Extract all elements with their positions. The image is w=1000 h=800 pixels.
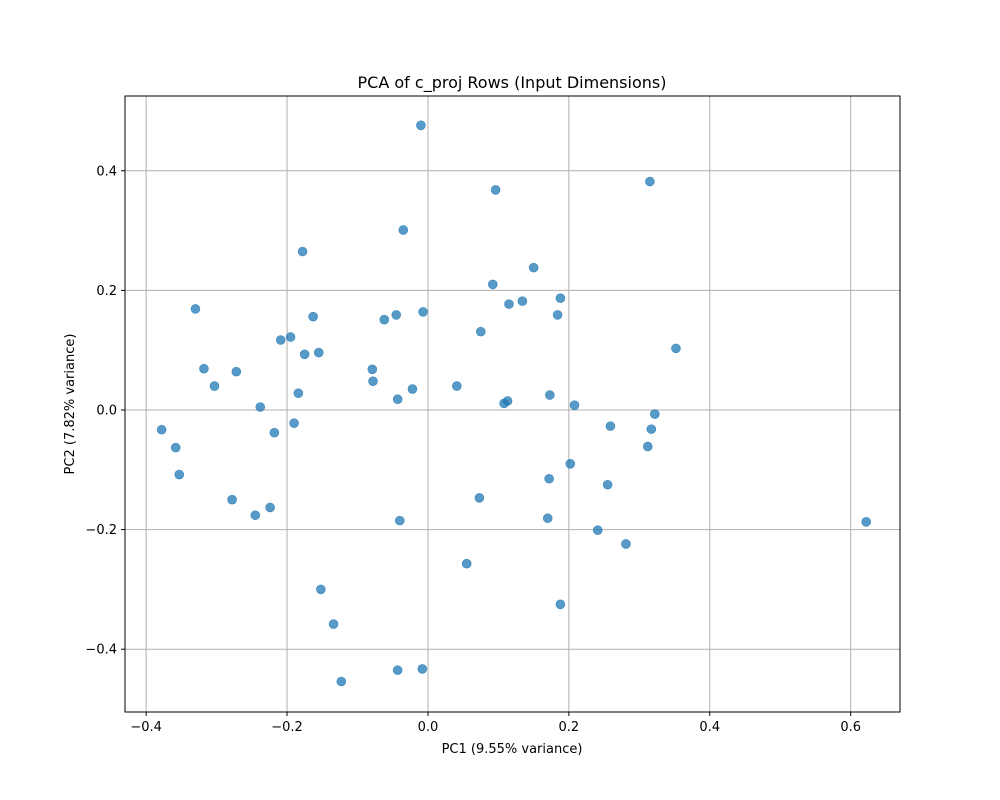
scatter-point <box>392 665 403 675</box>
scatter-point <box>555 293 566 303</box>
scatter-point <box>293 388 304 399</box>
scatter-point <box>308 311 318 322</box>
scatter-point <box>398 225 409 235</box>
scatter-point <box>407 384 418 394</box>
x-tick-label: 0.2 <box>559 720 580 735</box>
scatter-point <box>250 510 261 521</box>
scatter-point <box>461 558 472 569</box>
scatter-point <box>642 441 653 452</box>
scatter-point <box>297 246 308 257</box>
scatter-point <box>170 442 181 453</box>
scatter-point <box>544 473 554 484</box>
scatter-point <box>861 517 871 527</box>
scatter-point <box>565 459 576 469</box>
scatter-point <box>269 427 280 438</box>
scatter-point <box>499 398 509 409</box>
scatter-point <box>313 347 324 358</box>
scatter-point <box>528 262 539 273</box>
scatter-point <box>504 299 514 309</box>
scatter-point <box>417 664 428 674</box>
scatter-point <box>646 424 657 434</box>
x-tick-label: −0.4 <box>130 720 162 735</box>
scatter-point <box>190 304 201 314</box>
scatter-point <box>650 409 660 419</box>
x-tick-label: 0.6 <box>840 720 861 735</box>
scatter-point <box>394 515 405 526</box>
scatter-point <box>368 376 378 387</box>
scatter-point <box>490 185 501 195</box>
scatter-point <box>474 493 485 503</box>
plot-area-frame <box>124 95 901 713</box>
x-tick-label: −0.2 <box>271 720 303 735</box>
scatter-point <box>569 400 580 410</box>
scatter-point <box>299 349 310 360</box>
scatter-point <box>156 424 167 435</box>
y-tick-label: −0.4 <box>85 643 117 658</box>
scatter-point <box>621 539 631 549</box>
scatter-point <box>367 364 378 375</box>
y-axis-ticks: −0.4 −0.2 0.0 0.2 0.4 <box>85 164 125 658</box>
y-axis-label: PC2 (7.82% variance) <box>63 334 78 475</box>
scatter-point <box>209 381 220 391</box>
scatter-point <box>231 366 242 377</box>
scatter-point <box>671 343 681 354</box>
y-tick-label: 0.4 <box>96 164 117 179</box>
scatter-point <box>475 326 486 337</box>
scatter-point <box>452 381 462 391</box>
x-tick-label: 0.0 <box>418 720 439 735</box>
scatter-point <box>602 479 613 490</box>
x-axis-label: PC1 (9.55% variance) <box>442 742 583 757</box>
scatter-point <box>392 394 403 405</box>
scatter-point <box>316 584 326 595</box>
y-tick-label: 0.2 <box>96 284 117 299</box>
scatter-point <box>255 402 266 412</box>
scatter-point <box>555 599 566 610</box>
y-tick-label: 0.0 <box>96 403 117 418</box>
grid-lines <box>125 96 900 712</box>
scatter-point <box>487 279 498 290</box>
scatter-point <box>379 314 390 325</box>
scatter-point <box>199 363 209 374</box>
scatter-point <box>289 418 299 428</box>
x-tick-label: 0.4 <box>699 720 720 735</box>
scatter-point <box>645 176 655 187</box>
scatter-point <box>545 390 555 400</box>
scatter-point <box>605 421 616 431</box>
scatter-point <box>418 307 428 317</box>
scatter-points <box>156 120 871 687</box>
scatter-point <box>174 469 185 480</box>
scatter-point <box>227 494 237 505</box>
x-axis-ticks: −0.4 −0.2 0.0 0.2 0.4 0.6 <box>130 712 861 735</box>
scatter-point <box>285 332 296 342</box>
scatter-point <box>275 335 286 345</box>
chart-title: PCA of c_proj Rows (Input Dimensions) <box>358 73 667 93</box>
scatter-point <box>552 310 563 320</box>
scatter-point <box>542 513 553 524</box>
scatter-point <box>592 525 603 535</box>
scatter-point <box>336 676 347 687</box>
y-tick-label: −0.2 <box>85 523 117 538</box>
scatter-point <box>517 296 528 306</box>
scatter-point <box>416 120 426 131</box>
scatter-point <box>328 619 339 629</box>
scatter-point <box>391 310 402 320</box>
scatter-point <box>265 502 275 513</box>
